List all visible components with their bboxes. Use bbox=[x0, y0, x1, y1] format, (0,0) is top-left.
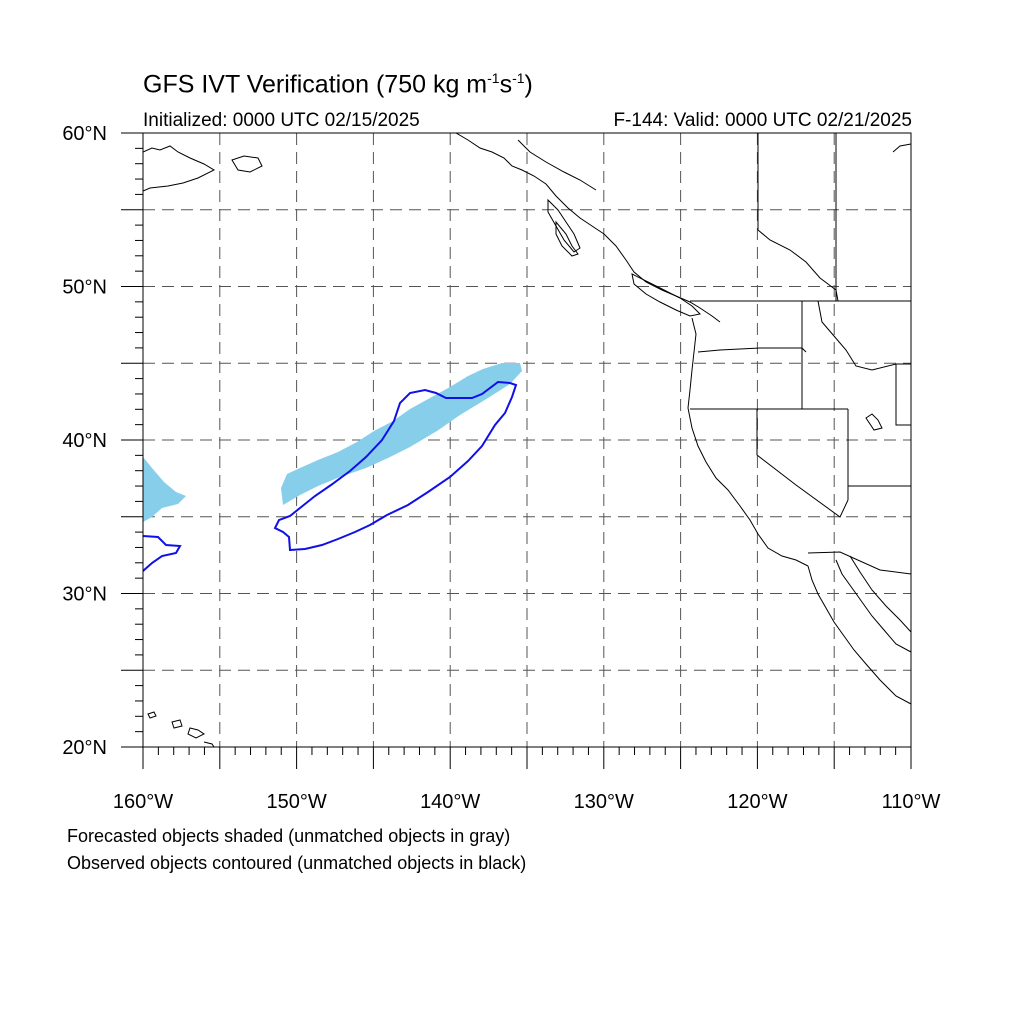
hawaii-island-2 bbox=[171, 719, 183, 729]
forecast-objects bbox=[143, 363, 522, 522]
mexico-mainland-coast bbox=[849, 555, 911, 633]
observed-object-main bbox=[273, 380, 518, 552]
lon-label: 120°W bbox=[727, 791, 787, 813]
map-grid bbox=[143, 133, 911, 747]
figure-title: GFS IVT Verification (750 kg m-1s-1) bbox=[143, 70, 533, 99]
us-west-coast bbox=[687, 317, 809, 567]
wyoming-colorado-border bbox=[895, 364, 911, 426]
lon-label: 160°W bbox=[113, 791, 173, 813]
lat-label: 20°N bbox=[62, 737, 107, 759]
alaska-gulf-coast bbox=[455, 133, 605, 235]
lat-axis-labels: 60°N 50°N 40°N 30°N 20°N bbox=[62, 123, 107, 759]
lon-label: 110°W bbox=[882, 791, 941, 813]
lon-axis-labels: 160°W 150°W 140°W 130°W 120°W 110°W bbox=[113, 791, 941, 813]
valid-time-label: F-144: Valid: 0000 UTC 02/21/2025 bbox=[613, 110, 912, 131]
washington-oregon-border bbox=[697, 347, 807, 353]
observed-object-west bbox=[143, 535, 182, 572]
caption-observed: Observed objects contoured (unmatched ob… bbox=[67, 853, 527, 873]
hawaii-island-1 bbox=[147, 711, 157, 719]
baja-california bbox=[807, 565, 911, 705]
haida-gwaii bbox=[555, 220, 579, 257]
lat-label: 30°N bbox=[62, 584, 107, 606]
bc-coast bbox=[603, 233, 721, 323]
observed-objects bbox=[143, 380, 518, 572]
lon-label: 130°W bbox=[574, 791, 634, 813]
lat-label: 50°N bbox=[62, 277, 107, 299]
lon-label: 140°W bbox=[420, 791, 480, 813]
axis-ticks bbox=[121, 132, 912, 769]
us-mexico-border bbox=[807, 551, 911, 575]
great-salt-lake bbox=[865, 413, 883, 431]
init-time-label: Initialized: 0000 UTC 02/15/2025 bbox=[143, 110, 420, 131]
caption-forecast: Forecasted objects shaded (unmatched obj… bbox=[67, 826, 511, 846]
lat-label: 60°N bbox=[62, 123, 107, 145]
lon-label: 150°W bbox=[266, 791, 326, 813]
lat-label: 40°N bbox=[62, 430, 107, 452]
political-boundaries bbox=[517, 133, 911, 575]
hawaii-island-4 bbox=[203, 741, 215, 747]
gulf-of-california bbox=[835, 559, 911, 653]
forecast-object-west bbox=[143, 457, 186, 522]
hawaii-island-3 bbox=[187, 727, 205, 739]
se-alaska-islands bbox=[547, 198, 581, 253]
vancouver-island bbox=[631, 273, 702, 317]
forecast-object-main bbox=[281, 363, 522, 505]
alaska-canada-border bbox=[517, 139, 597, 191]
canada-coast-ne bbox=[892, 143, 911, 153]
kodiak-island bbox=[231, 155, 263, 173]
california-nevada-border bbox=[756, 409, 849, 518]
bc-alberta-border bbox=[757, 133, 839, 302]
coastlines bbox=[143, 133, 911, 747]
alaska-coast bbox=[143, 145, 216, 192]
idaho-montana-border bbox=[817, 300, 897, 371]
